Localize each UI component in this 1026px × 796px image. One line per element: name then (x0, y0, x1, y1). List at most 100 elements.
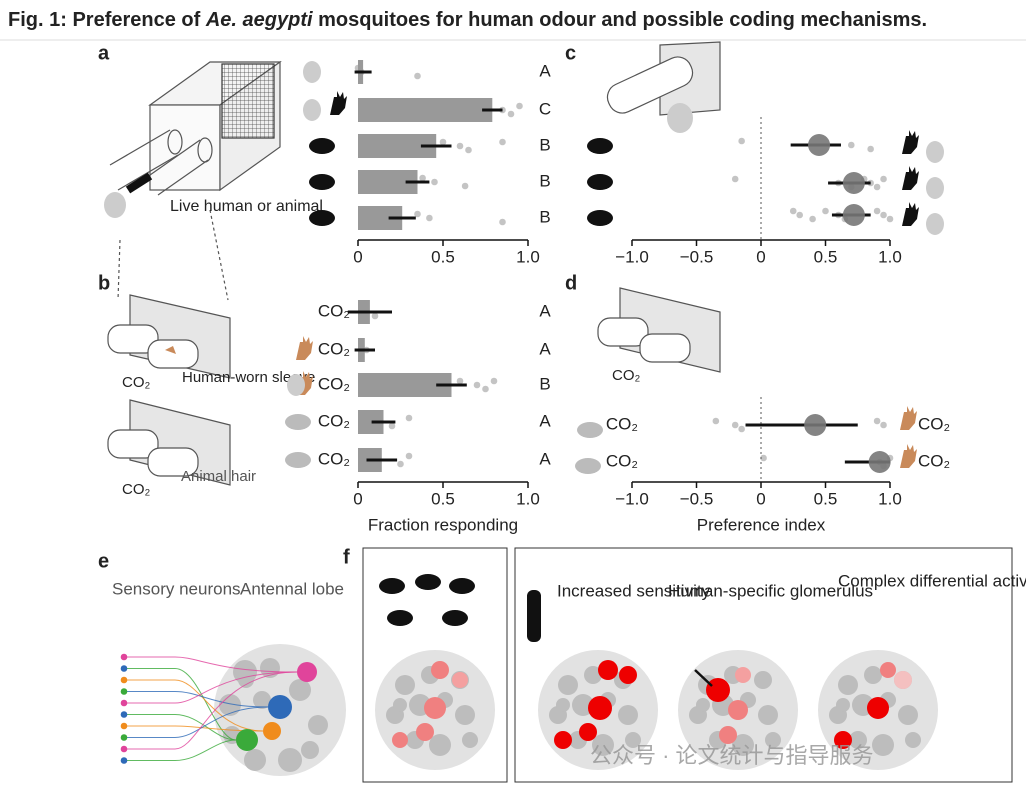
x-tick-label: 0 (353, 247, 362, 266)
glomerulus (236, 729, 258, 751)
significance-letter: B (539, 171, 550, 190)
x-tick-label: −1.0 (615, 247, 649, 266)
category-label: CO₂ (318, 374, 350, 393)
glomerulus (558, 675, 578, 695)
significance-letter: A (539, 411, 551, 430)
glomerulus (898, 705, 918, 725)
hand-icon (902, 202, 919, 226)
significance-letter: C (539, 99, 551, 118)
data-point (731, 175, 739, 183)
human-icon (303, 99, 321, 121)
data-point (848, 141, 855, 149)
data-point (439, 138, 447, 146)
annotation: Human-worn sleeve (182, 369, 315, 386)
hand-icon (330, 91, 347, 115)
glomerulus (867, 697, 889, 719)
glomerulus (728, 700, 748, 720)
glomerulus (765, 732, 781, 748)
glomerulus (263, 722, 281, 740)
significance-letter: B (539, 207, 550, 226)
neuron (120, 711, 128, 718)
human-head-icon (104, 192, 126, 218)
cage-diagram (109, 60, 282, 301)
data-point (405, 452, 413, 460)
data-point (760, 454, 767, 462)
data-point (738, 425, 745, 433)
category-label: CO₂ (318, 339, 350, 358)
human-icon (926, 141, 944, 163)
animal-icon (587, 210, 613, 226)
x-tick-label: 0 (756, 489, 765, 508)
animal-icon (285, 414, 311, 430)
data-point (880, 211, 887, 219)
data-point (456, 377, 464, 385)
glomerulus (584, 666, 602, 684)
glomerulus (872, 734, 894, 756)
port-diagram (597, 287, 721, 373)
mean-marker (842, 172, 865, 194)
antennal-lobe-diagram (120, 644, 346, 776)
neuron (120, 653, 128, 661)
glomerulus (244, 749, 266, 771)
panel-label: e (98, 550, 109, 572)
data-point (867, 145, 874, 153)
data-point (397, 460, 404, 468)
human-icon (527, 590, 541, 642)
human-icon (926, 177, 944, 199)
hand-icon (900, 444, 917, 468)
glomerulus (732, 734, 754, 756)
data-point (414, 210, 421, 218)
annotation: CO₂ (122, 481, 151, 498)
mean-marker (842, 204, 865, 226)
neuron (120, 688, 128, 695)
glomerulus (618, 705, 638, 725)
mean-marker (808, 134, 831, 156)
animal-icon (309, 138, 335, 154)
glomerulus (849, 731, 867, 749)
data-point (371, 312, 379, 320)
glomerulus (238, 672, 254, 688)
glomerulus (429, 734, 451, 756)
glomerulus (880, 662, 896, 678)
x-tick-label: 1.0 (878, 247, 902, 266)
glomerulus (462, 732, 478, 748)
x-tick-label: 0.5 (431, 489, 455, 508)
glomerulus (598, 660, 618, 680)
arrow (694, 669, 713, 687)
category-label: CO₂ (318, 301, 350, 320)
glomerulus (838, 675, 858, 695)
data-point (405, 414, 413, 422)
animal-icon (379, 578, 405, 594)
panel-label: f (343, 546, 350, 568)
axon (124, 679, 264, 732)
x-tick-label: 0.5 (431, 247, 455, 266)
panel-box (514, 547, 1013, 783)
glomerulus (424, 697, 446, 719)
animal-icon (309, 174, 335, 190)
data-point (516, 102, 523, 110)
panel-label: c (565, 42, 576, 64)
glomerulus (297, 662, 317, 682)
mean-marker (868, 451, 891, 473)
significance-letter: A (539, 301, 551, 320)
axon (124, 714, 237, 741)
animal-icon (449, 578, 475, 594)
glomerulus (735, 667, 751, 683)
panel-label: b (98, 272, 110, 294)
axon (124, 706, 269, 738)
glomeruli-diagrams (375, 590, 938, 770)
glomerulus (625, 732, 641, 748)
glomerulus (894, 671, 912, 689)
annotation: Increased sensitivity (557, 581, 711, 600)
animal-icon (442, 610, 468, 626)
hand-icon (902, 166, 919, 190)
glomerulus (455, 705, 475, 725)
x-tick-label: 1.0 (516, 247, 540, 266)
title-part: Fig. 1: Preference of (8, 9, 206, 31)
glomerulus (301, 741, 319, 759)
annotation: CO₂ (612, 367, 641, 384)
neuron (120, 745, 128, 753)
hand-icon (900, 406, 917, 430)
x-tick-label: −0.5 (680, 489, 714, 508)
